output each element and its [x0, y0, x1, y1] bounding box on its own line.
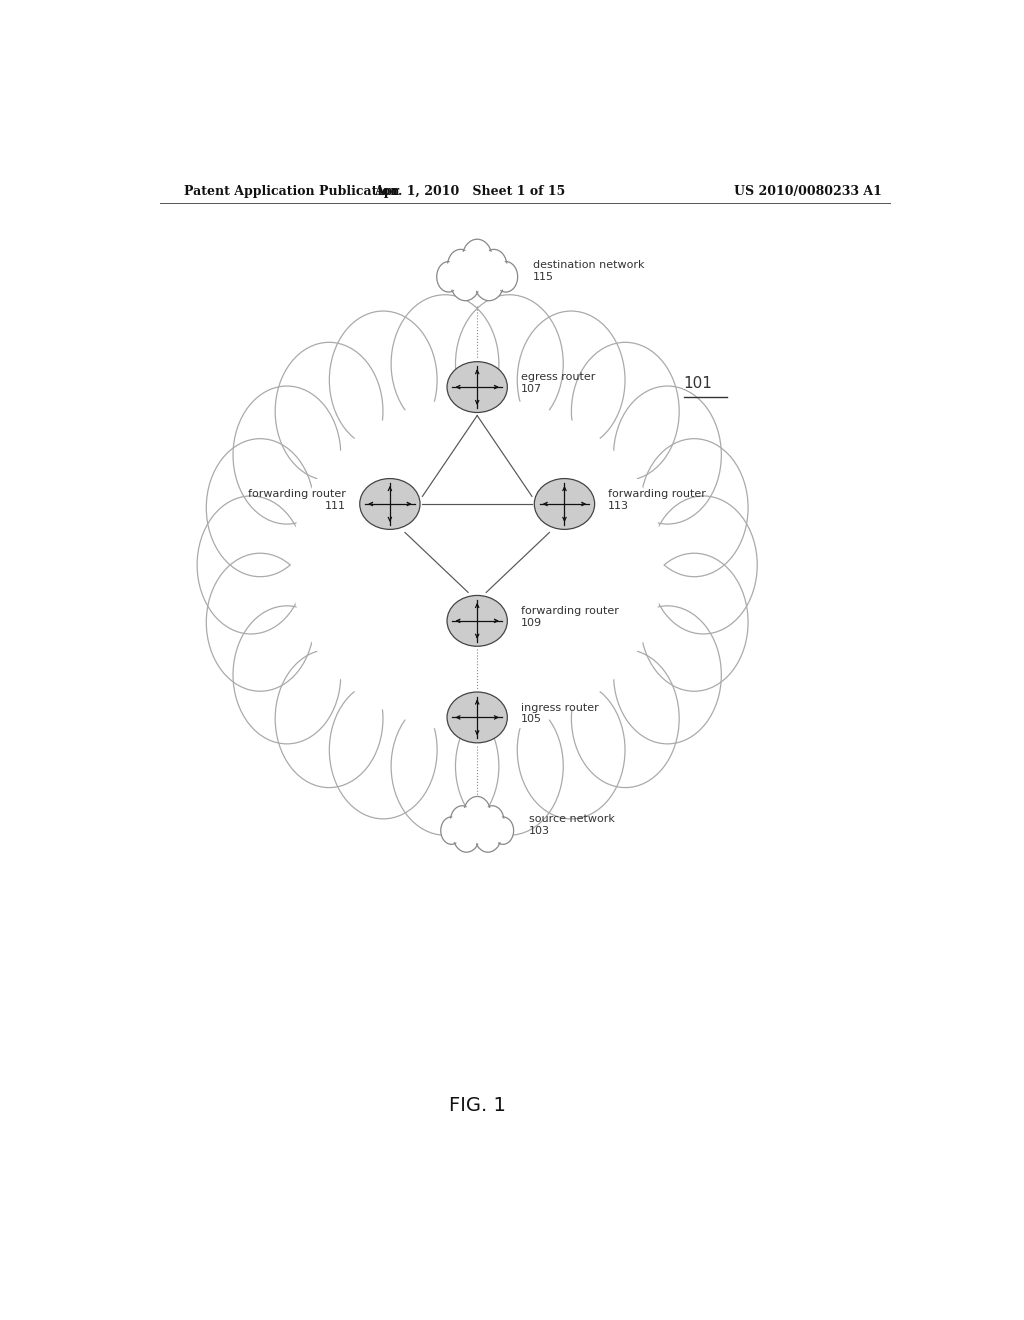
- Circle shape: [391, 697, 499, 836]
- Circle shape: [452, 264, 478, 298]
- Text: forwarding router
111: forwarding router 111: [249, 490, 346, 511]
- Circle shape: [462, 239, 493, 277]
- Circle shape: [440, 817, 462, 845]
- Circle shape: [476, 264, 503, 298]
- Ellipse shape: [359, 479, 420, 529]
- Circle shape: [476, 820, 500, 850]
- Circle shape: [464, 796, 490, 832]
- Circle shape: [649, 496, 757, 634]
- Circle shape: [480, 805, 504, 836]
- Circle shape: [613, 606, 721, 744]
- Circle shape: [206, 438, 314, 577]
- Ellipse shape: [447, 362, 507, 413]
- Circle shape: [233, 606, 341, 744]
- Text: forwarding router
109: forwarding router 109: [521, 606, 618, 627]
- Circle shape: [482, 808, 503, 834]
- Circle shape: [474, 817, 502, 853]
- Text: destination network
115: destination network 115: [532, 260, 644, 282]
- Circle shape: [494, 818, 512, 842]
- Text: FIG. 1: FIG. 1: [449, 1096, 506, 1115]
- Circle shape: [456, 294, 563, 433]
- Circle shape: [455, 820, 478, 850]
- Circle shape: [275, 342, 383, 480]
- Text: Patent Application Publication: Patent Application Publication: [183, 185, 399, 198]
- Circle shape: [442, 818, 461, 842]
- Circle shape: [206, 553, 314, 692]
- Ellipse shape: [447, 692, 507, 743]
- Circle shape: [330, 312, 437, 449]
- Text: US 2010/0080233 A1: US 2010/0080233 A1: [734, 185, 882, 198]
- Circle shape: [451, 263, 480, 301]
- Ellipse shape: [535, 479, 595, 529]
- Circle shape: [474, 263, 504, 301]
- Text: ingress router
105: ingress router 105: [521, 702, 599, 725]
- Circle shape: [456, 697, 563, 836]
- Circle shape: [233, 385, 341, 524]
- Text: forwarding router
113: forwarding router 113: [608, 490, 706, 511]
- Circle shape: [482, 251, 506, 281]
- Circle shape: [451, 805, 474, 836]
- Circle shape: [449, 251, 472, 281]
- Circle shape: [453, 817, 480, 853]
- Circle shape: [198, 496, 305, 634]
- Circle shape: [464, 242, 490, 276]
- Circle shape: [436, 261, 461, 292]
- Circle shape: [571, 649, 679, 788]
- Ellipse shape: [447, 595, 507, 647]
- Circle shape: [452, 808, 472, 834]
- Text: Apr. 1, 2010   Sheet 1 of 15: Apr. 1, 2010 Sheet 1 of 15: [374, 185, 565, 198]
- Circle shape: [275, 649, 383, 788]
- Ellipse shape: [291, 397, 664, 733]
- Circle shape: [640, 553, 749, 692]
- Circle shape: [465, 799, 489, 829]
- Circle shape: [480, 249, 507, 282]
- Circle shape: [493, 817, 514, 845]
- Text: source network
103: source network 103: [528, 814, 614, 836]
- Circle shape: [496, 264, 516, 290]
- Circle shape: [494, 261, 518, 292]
- Circle shape: [640, 438, 749, 577]
- Circle shape: [438, 264, 459, 290]
- Circle shape: [517, 312, 625, 449]
- Text: egress router
107: egress router 107: [521, 372, 595, 393]
- Text: 101: 101: [684, 375, 713, 391]
- Circle shape: [613, 385, 721, 524]
- Circle shape: [447, 249, 474, 282]
- Circle shape: [330, 681, 437, 818]
- Circle shape: [571, 342, 679, 480]
- Circle shape: [517, 681, 625, 818]
- Circle shape: [391, 294, 499, 433]
